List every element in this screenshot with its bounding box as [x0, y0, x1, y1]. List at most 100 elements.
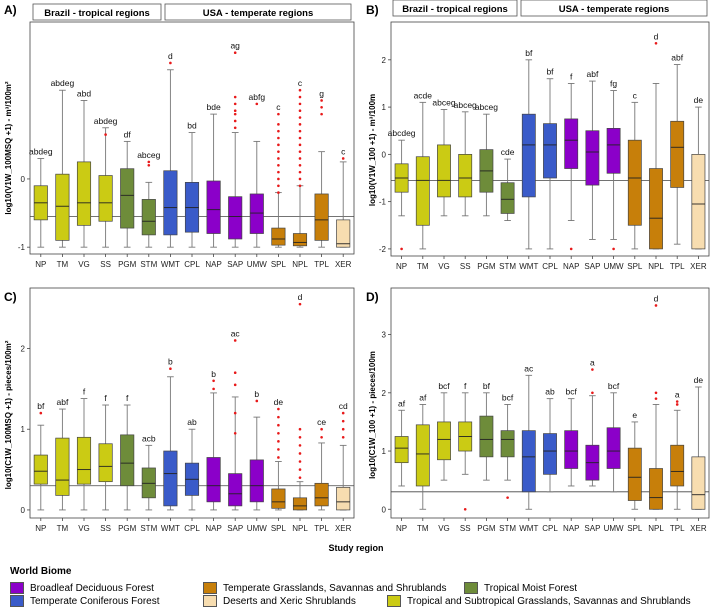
- y-tick-label: 3: [382, 331, 387, 340]
- x-tick-label: SPL: [627, 262, 643, 271]
- legend-swatch-tgss: [203, 582, 217, 594]
- x-tick-label: NPL: [648, 524, 664, 533]
- outlier-point: [169, 61, 172, 65]
- panel-b-usa-strip: [520, 0, 708, 17]
- significance-letter: ac: [524, 363, 534, 373]
- significance-letter: bf: [37, 401, 45, 411]
- box-spl: [627, 447, 642, 501]
- significance-letter: abdeg: [29, 146, 53, 156]
- x-tick-label: XER: [335, 260, 352, 269]
- x-tick-label: STM: [499, 262, 516, 271]
- legend-item-tgss: Temperate Grasslands, Savannas and Shrub…: [203, 582, 446, 594]
- legend-label-tsgss: Tropical and Subtropical Grasslands, Sav…: [407, 595, 691, 607]
- outlier-point: [341, 435, 345, 439]
- box-xer: [691, 456, 706, 510]
- outlier-point: [233, 383, 237, 387]
- box-spl: [271, 488, 286, 509]
- outlier-point: [298, 444, 302, 447]
- outlier-point: [277, 431, 280, 435]
- significance-letter: bcf: [566, 387, 578, 397]
- x-tick-label: PGM: [118, 260, 137, 269]
- outlier-point: [298, 302, 302, 306]
- outlier-point: [277, 177, 280, 181]
- box-spl: [271, 227, 286, 246]
- box-np: [33, 454, 48, 485]
- panel-c-plot: 012bfNPabfTMfVGfSSfPGMacbSTMbWMTabCPLbNA…: [21, 287, 355, 533]
- box-sap: [228, 473, 243, 507]
- significance-letter: d: [654, 293, 659, 303]
- panel-a: A) Brazil - tropical regions USA - tempe…: [4, 3, 355, 269]
- significance-letter: f: [83, 387, 86, 397]
- box-xer: [691, 154, 706, 250]
- significance-letter: g: [319, 88, 324, 98]
- significance-letter: de: [694, 375, 704, 385]
- outlier-point: [320, 99, 323, 102]
- box-sap: [585, 130, 600, 186]
- significance-letter: abcdeg: [388, 128, 416, 138]
- x-tick-label: SAP: [584, 262, 600, 271]
- outlier-point: [400, 247, 403, 251]
- significance-letter: abdeg: [94, 116, 118, 126]
- panel-c-label: C): [4, 290, 17, 304]
- x-tick-label: CPL: [542, 262, 558, 271]
- outlier-point: [298, 163, 302, 167]
- outlier-point: [212, 387, 215, 391]
- x-tick-label: NPL: [292, 260, 308, 269]
- outlier-point: [277, 143, 280, 147]
- significance-letter: bf: [525, 48, 533, 58]
- outlier-point: [506, 496, 509, 499]
- outlier-point: [147, 163, 151, 167]
- significance-letter: abf: [671, 53, 683, 63]
- significance-letter: c: [298, 78, 303, 88]
- x-tick-label: UMW: [247, 260, 267, 269]
- significance-letter: cde: [501, 147, 515, 157]
- significance-letter: bcf: [608, 381, 620, 391]
- significance-letter: abceg: [454, 100, 477, 110]
- legend-item-bdf: Broadleaf Deciduous Forest: [10, 582, 154, 594]
- y-tick-label: -1: [379, 198, 387, 207]
- box-vg: [76, 436, 92, 485]
- outlier-point: [298, 468, 302, 471]
- x-tick-label: WMT: [519, 262, 538, 271]
- box-vg: [76, 161, 92, 226]
- outlier-point: [255, 102, 259, 106]
- significance-letter: d: [298, 292, 303, 302]
- box-tpl: [670, 444, 685, 487]
- outlier-point: [277, 170, 280, 174]
- panel-a-label: A): [4, 3, 17, 17]
- significance-letter: df: [124, 129, 132, 139]
- box-np: [394, 436, 409, 464]
- outlier-point: [233, 431, 237, 435]
- box-ss: [98, 175, 113, 222]
- outlier-point: [233, 126, 237, 130]
- significance-letter: f: [126, 393, 129, 403]
- x-tick-label: CPL: [184, 260, 200, 269]
- y-tick-label: 1: [382, 447, 387, 456]
- outlier-point: [675, 403, 679, 406]
- x-tick-label: UMW: [247, 524, 267, 533]
- significance-letter: ce: [317, 417, 326, 427]
- outlier-point: [169, 367, 172, 371]
- box-nap: [564, 118, 579, 169]
- box-ss: [98, 443, 113, 483]
- significance-letter: af: [398, 398, 406, 408]
- significance-letter: a: [590, 358, 595, 368]
- panel-c-ylabel: log10(C1W_100MSQ +1) - pieces/100m²: [4, 340, 13, 489]
- outlier-point: [298, 177, 302, 181]
- legend-swatch-tmf: [464, 582, 478, 594]
- x-tick-label: TPL: [670, 262, 685, 271]
- outlier-point: [39, 411, 43, 415]
- x-tick-label: NAP: [563, 262, 579, 271]
- x-tick-label: SAP: [227, 524, 243, 533]
- significance-letter: abdeg: [51, 78, 75, 88]
- box-cpl: [543, 123, 557, 179]
- x-tick-label: SS: [100, 260, 111, 269]
- legend-swatch-tcf: [10, 595, 24, 607]
- y-tick-label: 0: [21, 175, 26, 184]
- panel-b-plot: -2 -1 0 1 2 abcdeg NP acde TM abceg VG abceg SS abceg…: [379, 21, 710, 271]
- outlier-point: [233, 102, 237, 106]
- x-tick-label: NP: [396, 262, 407, 271]
- box-umw: [606, 427, 621, 469]
- x-tick-label: PGM: [477, 262, 496, 271]
